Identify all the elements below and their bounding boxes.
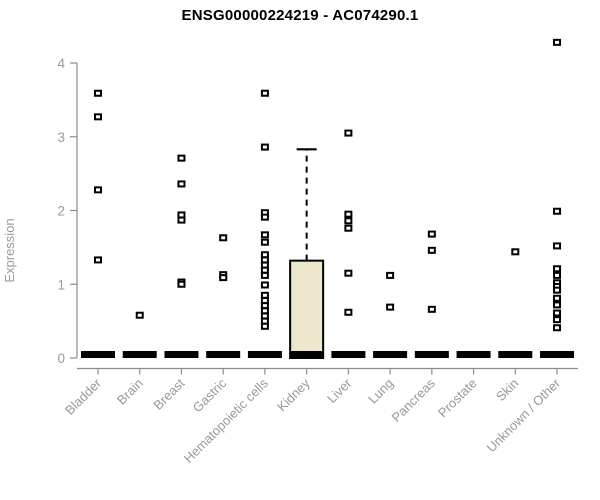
outlier-point: [344, 217, 353, 225]
x-tick-label: Skin: [493, 376, 521, 404]
outlier-point: [260, 89, 269, 97]
outlier-point: [427, 305, 436, 313]
outlier-point: [260, 213, 269, 221]
outlier-point: [553, 265, 562, 273]
median-bar: [414, 351, 449, 358]
y-tick-label: 2: [57, 204, 65, 219]
x-tick-label: Lung: [365, 376, 396, 407]
y-tick-label: 3: [57, 130, 65, 145]
x-tick-label: Prostate: [435, 376, 480, 421]
outlier-point: [553, 286, 562, 294]
x-tick-label: Gastric: [190, 375, 230, 415]
outlier-point: [427, 230, 436, 238]
x-tick-label: Pancreas: [389, 375, 439, 425]
median-bar: [498, 351, 533, 358]
outlier-point: [553, 242, 562, 250]
median-bar: [373, 351, 408, 358]
chart-title: ENSG00000224219 - AC074290.1: [181, 7, 419, 24]
x-tick-label: Unknown / Other: [484, 375, 564, 455]
median-bar: [331, 351, 366, 358]
outlier-point: [553, 271, 562, 279]
median-bar: [206, 351, 241, 358]
outlier-point: [344, 308, 353, 316]
outlier-point: [219, 234, 228, 242]
outlier-point: [344, 269, 353, 277]
outlier-point: [553, 309, 562, 317]
median-bar: [81, 351, 115, 358]
outlier-point: [511, 248, 520, 256]
outlier-point: [344, 210, 353, 218]
outlier-point: [260, 322, 269, 330]
outlier-point: [219, 274, 228, 282]
outlier-point: [94, 89, 102, 97]
outlier-point: [553, 316, 562, 324]
x-tick-label: Kidney: [274, 375, 313, 414]
median-bar: [247, 351, 282, 358]
outlier-point: [553, 324, 562, 332]
outlier-point: [344, 129, 353, 137]
median-bar: [540, 351, 575, 358]
outlier-point: [260, 143, 269, 151]
outlier-point: [260, 271, 269, 279]
outlier-point: [386, 271, 395, 279]
median-bar: [164, 351, 199, 358]
x-tick-label: Brain: [114, 376, 146, 408]
y-tick-label: 4: [57, 56, 65, 71]
outlier-point: [553, 207, 562, 215]
outlier-point: [553, 294, 562, 302]
outlier-point: [177, 180, 186, 188]
outlier-point: [94, 186, 102, 194]
outlier-point: [260, 281, 269, 289]
outlier-point: [135, 311, 144, 319]
outlier-point: [386, 303, 395, 311]
x-tick-label: Liver: [324, 375, 355, 406]
y-tick-label: 0: [57, 351, 65, 366]
outlier-point: [94, 113, 102, 121]
median-bar: [122, 351, 157, 358]
x-tick-label: Bladder: [62, 375, 105, 418]
outlier-point: [177, 154, 186, 162]
outlier-point: [553, 38, 562, 46]
y-tick-label: 1: [57, 277, 65, 292]
outlier-point: [427, 246, 436, 254]
median-bar: [289, 351, 324, 358]
outlier-point: [94, 256, 102, 264]
outlier-point: [177, 216, 186, 224]
outlier-point: [260, 231, 269, 239]
median-bar: [456, 351, 491, 358]
outlier-point: [344, 224, 353, 232]
y-axis-title: Expression: [2, 218, 17, 282]
outlier-point: [260, 238, 269, 246]
x-tick-label: Breast: [150, 375, 187, 412]
outlier-point: [553, 301, 562, 309]
box: [289, 259, 325, 359]
outlier-point: [177, 280, 186, 288]
